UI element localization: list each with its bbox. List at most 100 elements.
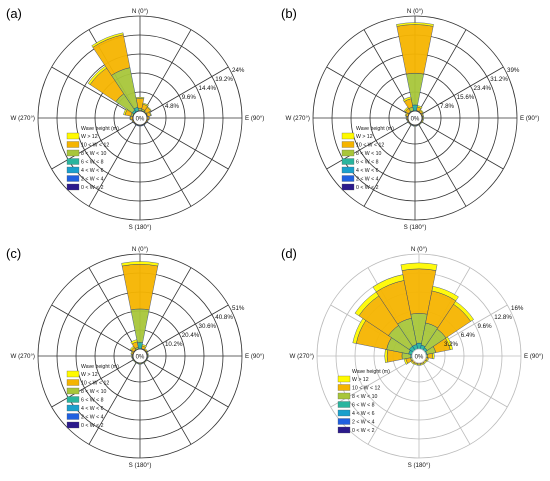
rose-bar: [130, 115, 133, 121]
ring-label: 12.8%: [494, 314, 512, 321]
legend-swatch: [341, 132, 355, 140]
center-hole: [407, 110, 423, 126]
ring-label: 23.4%: [474, 85, 492, 92]
grid-spoke: [145, 304, 229, 353]
ring-label: 30.6%: [199, 323, 217, 330]
direction-label-n: N (0°): [132, 246, 148, 253]
rose-bar: [400, 262, 438, 271]
legend-swatch: [66, 183, 80, 191]
legend-swatch: [341, 141, 355, 148]
legend-swatch: [66, 141, 80, 148]
rose-bar: [147, 354, 149, 358]
ring-label: 10.2%: [165, 341, 183, 348]
grid-spoke: [51, 66, 135, 115]
legend-swatch: [341, 183, 355, 191]
rose-bar: [130, 308, 150, 343]
legend-swatch: [337, 426, 351, 434]
legend-label: 10 < W < 12: [352, 386, 380, 392]
rose-bar: [445, 336, 453, 350]
legend-swatch: [337, 375, 351, 383]
legend-label: W > 12: [81, 134, 98, 140]
legend-label: 0 < W < 2: [81, 185, 104, 191]
rose-bar: [121, 261, 159, 267]
rose-bar: [372, 274, 405, 293]
panel-label: (c): [6, 246, 22, 261]
center-hole: [132, 110, 148, 126]
legend-swatch: [337, 384, 351, 391]
direction-label-s: S (180°): [404, 224, 427, 231]
wind-rose-chart: 0% 3.2%6.4%9.6%12.8% 16% N (0°) S (180°) E (9…: [290, 246, 544, 469]
direction-label-n: N (0°): [407, 8, 423, 15]
rose-bar: [91, 32, 124, 48]
zero-label: 0%: [415, 355, 424, 361]
legend-label: 10 < W < 12: [81, 143, 109, 149]
legend-label: 8 < W < 10: [356, 151, 381, 157]
legend-title: Wave height (m): [352, 369, 390, 375]
grid-spoke: [88, 361, 137, 445]
rose-bar: [396, 24, 434, 75]
grid-spoke: [51, 304, 135, 353]
legend-label: W > 12: [352, 377, 369, 383]
panel-label: (b): [281, 6, 297, 21]
grid-spoke: [145, 66, 229, 115]
grid-spoke: [326, 66, 410, 115]
grid-spoke: [418, 29, 467, 113]
zero-label: 0%: [411, 117, 420, 123]
direction-label-e: E (90°): [245, 353, 264, 360]
legend-swatch: [337, 418, 351, 425]
legend-label: 10 < W < 12: [356, 143, 384, 149]
rose-bar: [129, 115, 132, 121]
legend-label: 8 < W < 10: [81, 151, 106, 157]
legend-label: 4 < W < 6: [81, 168, 104, 174]
rose-bar: [141, 344, 147, 348]
legend-label: 6 < W < 8: [81, 160, 104, 166]
legend-swatch: [66, 166, 80, 174]
ring-label: 39%: [507, 67, 520, 74]
rose-bar: [138, 125, 142, 127]
wind-rose-panel-b: (b) 0% 7.8% 15.6% 23.4% 31.2% 39% N (0°) S (180…: [275, 0, 550, 238]
legend-label: 10 < W < 12: [81, 381, 109, 387]
legend-label: 4 < W < 6: [352, 411, 375, 417]
legend-label: 8 < W < 10: [81, 389, 106, 395]
legend-swatch: [66, 396, 80, 403]
rose-bar: [421, 112, 424, 117]
legend-swatch: [337, 392, 351, 400]
legend-label: 2 < W < 4: [356, 177, 379, 183]
grid-spoke: [424, 359, 508, 408]
legend-swatch: [66, 158, 80, 165]
wind-rose-panel-d: (d) 0% 3.2% 6.4% 9.6% 12.8% 16% N (0°) S (180°)…: [275, 238, 550, 476]
direction-label-w: W (270°): [11, 353, 35, 360]
grid-spoke: [420, 121, 504, 170]
direction-label-e: E (90°): [524, 353, 543, 360]
ring-label: 14.4%: [199, 85, 217, 92]
direction-label-w: W (270°): [11, 115, 35, 122]
legend-label: 6 < W < 8: [81, 398, 104, 404]
rose-bar: [146, 106, 152, 112]
rose-bar: [148, 111, 152, 117]
rose-bar: [384, 349, 388, 363]
grid-spoke: [143, 123, 192, 207]
legend-swatch: [337, 401, 351, 408]
legend-label: 6 < W < 8: [352, 403, 375, 409]
grid-spoke: [326, 121, 410, 170]
wind-rose-chart: 0% 10.2% 20.4% 30.6% 40.8% 51% N (0°) S (180°) E…: [11, 246, 265, 469]
ring-label: 19.2%: [215, 76, 233, 83]
grid-spoke: [88, 267, 137, 351]
legend-swatch: [66, 132, 80, 140]
legend-title: Wave height (m): [81, 364, 119, 370]
direction-label-n: N (0°): [411, 246, 427, 253]
legend-swatch: [66, 370, 80, 378]
direction-label-s: S (180°): [129, 462, 152, 469]
legend-swatch: [66, 175, 80, 182]
grid-spoke: [422, 361, 471, 445]
legend-swatch: [66, 149, 80, 157]
grid-spoke: [51, 359, 135, 408]
legend-swatch: [341, 175, 355, 182]
direction-label-s: S (180°): [129, 224, 152, 231]
rose-bar: [402, 96, 412, 102]
legend-label: 2 < W < 4: [81, 415, 104, 421]
legend-label: 2 < W < 4: [81, 177, 104, 183]
direction-label-w: W (270°): [290, 353, 314, 360]
grid-spoke: [143, 361, 192, 445]
legend-swatch: [66, 387, 80, 395]
